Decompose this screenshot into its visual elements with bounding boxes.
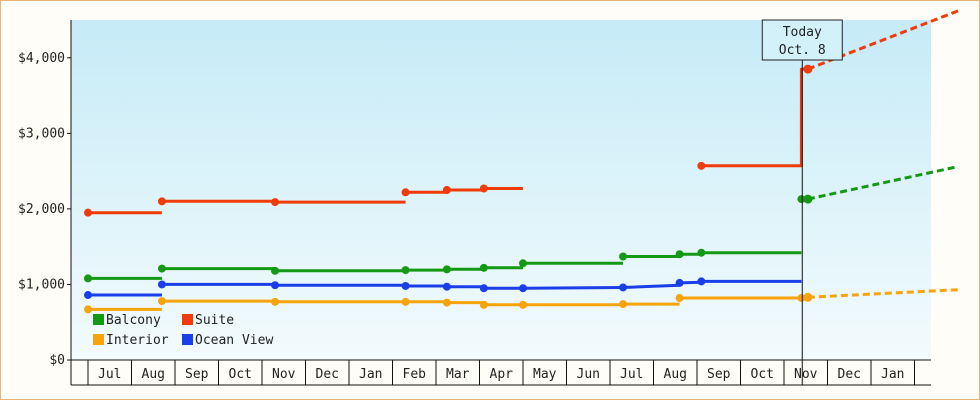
x-tick-label: Oct xyxy=(229,367,252,382)
data-point xyxy=(675,278,684,287)
data-point xyxy=(271,266,280,275)
data-point xyxy=(797,294,806,303)
data-point xyxy=(479,263,488,272)
data-point xyxy=(675,294,684,303)
data-point xyxy=(519,284,527,293)
data-point xyxy=(479,284,488,293)
legend-item-suite: Suite xyxy=(182,313,234,328)
legend-swatch xyxy=(93,314,104,325)
y-tick-label: $3,000 xyxy=(18,126,65,141)
series-line-segment xyxy=(623,283,680,289)
x-tick-label: Jan xyxy=(359,367,382,382)
data-point xyxy=(84,208,92,217)
series-suite xyxy=(84,9,959,217)
x-tick-label: Apr xyxy=(490,367,514,382)
legend-swatch xyxy=(182,334,193,345)
data-point xyxy=(157,264,166,273)
legend-item-ocean-view: Ocean View xyxy=(182,333,273,348)
data-point xyxy=(442,265,451,274)
x-tick-label: Aug xyxy=(664,367,687,382)
data-point xyxy=(401,281,410,290)
x-tick-label: Sep xyxy=(185,367,209,382)
data-point xyxy=(479,300,488,309)
forecast-start-point xyxy=(803,292,813,302)
x-tick-label: Jul xyxy=(98,367,121,382)
data-point xyxy=(401,188,410,197)
data-point xyxy=(479,184,488,193)
x-tick-label: Jul xyxy=(620,367,643,382)
x-tick-label: Dec xyxy=(838,367,861,382)
data-point xyxy=(619,252,628,261)
x-tick-label: Aug xyxy=(142,367,165,382)
legend-label: Ocean View xyxy=(195,333,273,348)
legend-swatch xyxy=(182,314,193,325)
today-box xyxy=(761,19,843,61)
data-point xyxy=(84,274,92,283)
x-tick-label: Jun xyxy=(577,367,600,382)
x-tick-label: Nov xyxy=(272,367,296,382)
data-point xyxy=(519,259,527,268)
data-point xyxy=(157,197,166,206)
series-balcony xyxy=(84,165,959,283)
data-point xyxy=(401,266,410,275)
x-tick-label: Jan xyxy=(881,367,904,382)
legend-item-balcony: Balcony xyxy=(93,313,161,328)
legend-item-interior: Interior xyxy=(93,333,169,348)
series-interior xyxy=(84,288,959,314)
data-point xyxy=(519,300,527,309)
today-label: Today xyxy=(783,25,822,40)
legend-label: Interior xyxy=(106,333,169,348)
data-point xyxy=(442,298,451,307)
series-ocean-view xyxy=(84,277,802,300)
y-tick-label: $4,000 xyxy=(18,51,65,66)
legend-label: Suite xyxy=(195,313,234,328)
legend-swatch xyxy=(93,334,104,345)
data-point xyxy=(401,297,410,306)
forecast-line xyxy=(807,165,959,201)
data-point xyxy=(271,297,280,306)
forecast-line xyxy=(807,288,959,299)
x-tick-label: Mar xyxy=(446,367,470,382)
series-line-segment xyxy=(522,286,624,290)
x-tick-label: Oct xyxy=(751,367,774,382)
data-point xyxy=(697,161,706,170)
x-tick-label: May xyxy=(533,367,557,382)
today-date: Oct. 8 xyxy=(779,43,826,58)
data-point xyxy=(675,250,684,259)
data-point xyxy=(271,198,280,207)
x-tick-label: Nov xyxy=(794,367,818,382)
data-point xyxy=(84,305,92,314)
data-point xyxy=(157,280,166,289)
data-point xyxy=(442,282,451,291)
legend-label: Balcony xyxy=(106,313,161,328)
x-tick-label: Feb xyxy=(403,367,427,382)
data-point xyxy=(442,186,451,194)
forecast-start-point xyxy=(803,64,813,74)
data-point xyxy=(84,291,92,300)
x-tick-label: Sep xyxy=(707,367,731,382)
data-point xyxy=(271,281,280,290)
data-point xyxy=(619,283,628,292)
data-point xyxy=(157,297,166,306)
data-point xyxy=(797,195,806,204)
data-point xyxy=(697,277,706,286)
y-tick-label: $2,000 xyxy=(18,202,65,217)
data-point xyxy=(697,248,706,257)
y-tick-label: $1,000 xyxy=(18,277,65,292)
forecast-start-point xyxy=(803,194,813,204)
x-tick-label: Dec xyxy=(316,367,339,382)
y-tick-label: $0 xyxy=(49,353,65,368)
data-point xyxy=(619,300,628,309)
